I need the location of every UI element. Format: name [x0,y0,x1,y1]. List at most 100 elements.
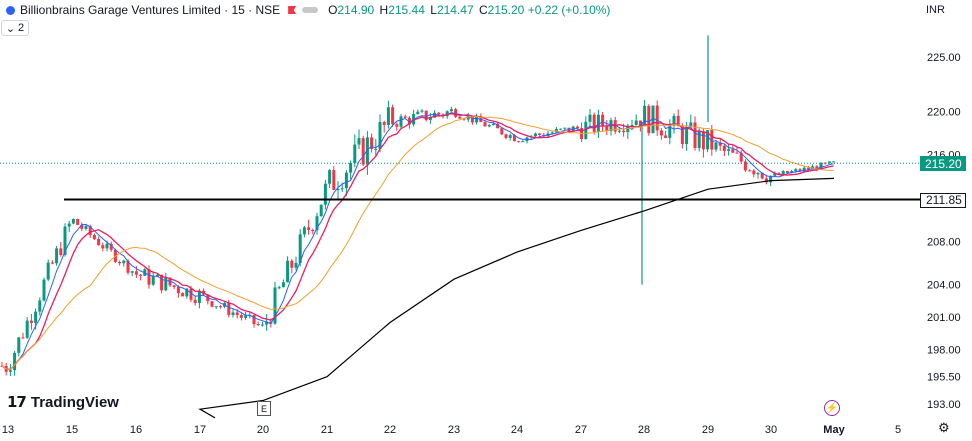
candlesticks [0,35,836,376]
candle-body [340,188,344,190]
candle-body [42,279,46,301]
candle-body [584,121,588,140]
candle-body [680,126,684,144]
candle-body [336,189,340,191]
candle-body [235,312,239,316]
candle-body [391,107,395,125]
candle-body [8,370,12,372]
tradingview-logo-icon: 𝟭𝟳 [7,394,27,411]
x-tick-label: 30 [765,424,777,436]
x-tick-label: 24 [511,424,523,436]
candle-body [428,117,432,120]
candle-body [185,288,189,297]
x-tick-label: 20 [257,424,269,436]
candle-body [46,262,50,280]
candle-body [630,124,634,126]
candle-body [374,148,378,150]
lightning-icon[interactable]: ⚡ [824,400,840,416]
candle-body [231,312,235,315]
y-tick-label: 195.50 [927,372,961,384]
candle-body [181,293,185,297]
hline-price-tag: 211.85 [920,192,966,208]
candle-body [416,111,420,115]
candle-body [130,271,134,273]
candle-body [617,130,621,132]
candle-body [827,161,831,164]
price-change: +0.22 (+0.10%) [527,3,611,17]
price-axis: 225.00220.00216.00212.00208.00204.00201.… [927,52,961,411]
symbol-title[interactable]: Billionbrains Garage Ventures Limited · … [20,3,281,17]
candle-body [328,170,332,184]
candle-body [357,138,361,145]
candle-body [302,227,306,235]
candle-body [214,306,218,308]
candle-body [790,171,794,173]
candle-body [643,105,647,127]
candle-body [533,133,537,137]
candle-body [147,269,151,285]
horizontal-level [0,162,920,201]
earnings-marker[interactable]: E [257,401,271,416]
y-tick-label: 204.00 [927,280,961,292]
y-tick-label: 208.00 [927,236,961,248]
candle-body [798,169,802,172]
x-tick-label: 15 [66,424,78,436]
candle-body [454,109,458,117]
candle-body [105,243,109,249]
candle-body [659,130,663,136]
candle-body [260,324,264,326]
candle-body [550,132,554,134]
candle-body [34,311,38,323]
candle-body [638,120,642,127]
candle-body [420,110,424,112]
candle-body [794,169,798,172]
candle-body [25,320,29,338]
candle-body [756,172,760,175]
candle-body [21,337,25,339]
y-tick-label: 198.00 [927,345,961,357]
candle-body [676,115,680,127]
candle-body [806,167,810,170]
candle-body [487,125,491,127]
candle-body [122,260,126,264]
flag-icon[interactable] [288,6,297,14]
candle-body [80,224,84,229]
candle-body [832,161,836,163]
candle-body [437,112,441,115]
visibility-icon[interactable] [302,7,319,13]
candle-body [277,287,281,289]
candle-body [273,287,277,324]
candle-body [727,149,731,151]
symbol-logo-icon [6,5,15,15]
candle-body [84,226,88,229]
candle-body [210,301,214,307]
candle-body [403,116,407,118]
candle-body [139,274,143,276]
candle-body [693,122,697,148]
candle-body [722,145,726,151]
candle-body [668,125,672,138]
tradingview-logo[interactable]: 𝟭𝟳 TradingView [7,393,119,412]
indicators-toggle-button[interactable]: ⌄ 2 [1,20,29,36]
candle-body [647,105,651,134]
candle-body [483,122,487,127]
candle-body [323,183,327,205]
candle-body [386,107,390,126]
candle-body [521,141,525,143]
settings-gear-icon[interactable]: ⚙ [938,420,950,435]
candle-body [760,172,764,179]
candle-body [496,123,500,129]
y-tick-label: 220.00 [927,106,961,118]
candle-body [512,135,516,142]
candle-body [508,135,512,138]
candle-body [802,167,806,172]
candle-body [395,124,399,127]
candle-body [76,218,80,225]
candle-body [706,130,710,150]
candle-body [118,261,122,264]
candle-body [458,116,462,119]
candle-body [382,122,386,126]
currency-label[interactable]: INR [926,4,945,16]
candle-body [622,130,626,133]
